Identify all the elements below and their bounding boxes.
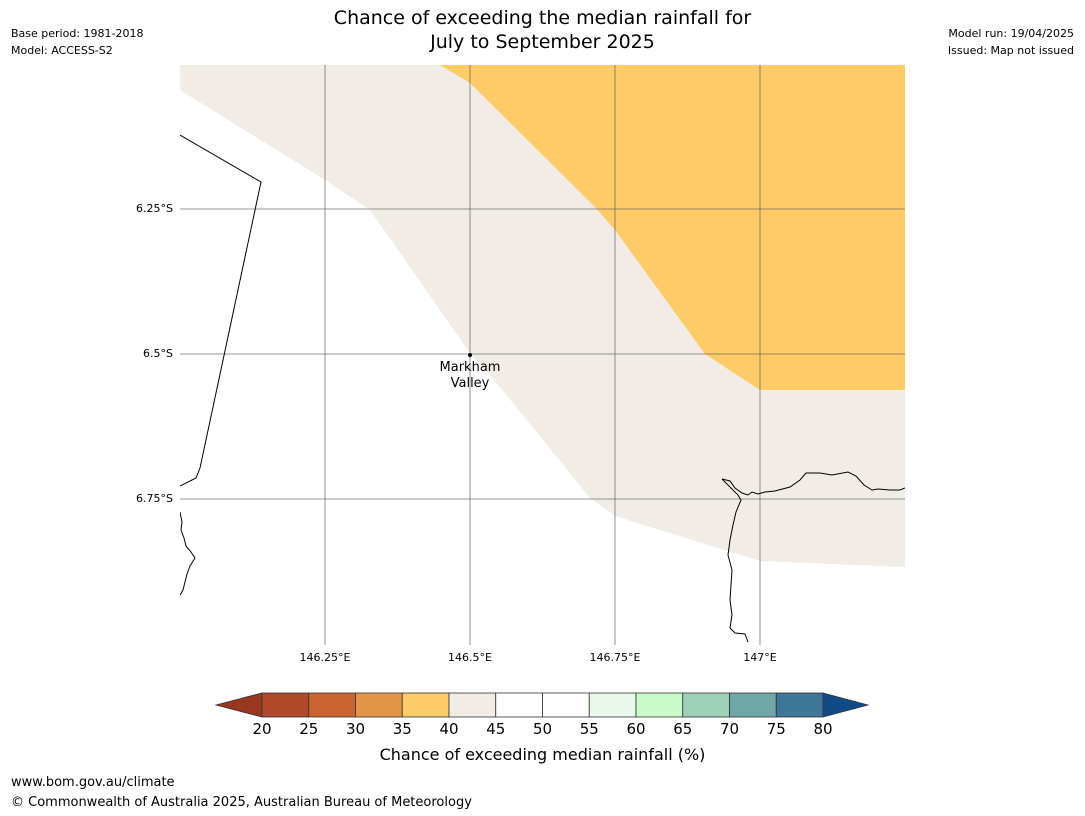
place-name-line-2: Valley: [450, 376, 490, 391]
base-period: Base period: 1981-2018: [11, 27, 144, 40]
footer-url[interactable]: www.bom.gov.au/climate: [11, 775, 175, 790]
colorbar-tick-label: 55: [579, 720, 599, 738]
coastline-west: [180, 511, 196, 596]
region-35-40: [440, 65, 905, 390]
colorbar-cell: [729, 692, 777, 718]
colorbar-tick-label: 65: [673, 720, 693, 738]
title-line-1: Chance of exceeding the median rainfall …: [333, 7, 752, 29]
colorbar-over-arrow: [822, 692, 870, 718]
colorbar-cell: [401, 692, 450, 718]
colorbar-cell: [495, 692, 543, 718]
colorbar-cell: [682, 692, 730, 718]
colorbar-tick-label: 50: [532, 720, 553, 738]
district-boundary: [180, 134, 262, 487]
colorbar-tick-label: 80: [813, 720, 833, 738]
colorbar-cell: [448, 692, 497, 718]
colorbar-cell: [355, 692, 403, 718]
place-label-markham-valley: Markham Valley: [440, 360, 501, 392]
boundary-lines: [180, 134, 905, 643]
colorbar-tick-label: 20: [252, 720, 272, 738]
colorbar-tick-label: 70: [719, 720, 740, 738]
colorbar-tick-label: 30: [345, 720, 366, 738]
colorbar-tick-label: 25: [299, 720, 319, 738]
colorbar-cell: [261, 692, 310, 718]
colorbar-cell: [635, 692, 684, 718]
colorbar-cell: [775, 692, 824, 718]
coastline-east: [721, 471, 905, 496]
colorbar-under-arrow: [214, 692, 263, 718]
issued-status: Issued: Map not issued: [947, 44, 1074, 57]
map-area[interactable]: [180, 65, 905, 645]
map-title: Chance of exceeding the median rainfall …: [0, 6, 1085, 54]
colorbar-tick-label: 75: [766, 720, 786, 738]
river: [721, 478, 749, 643]
meta-right: Model run: 19/04/2025 Issued: Map not is…: [948, 25, 1074, 59]
lat-label-6-75: 6.75°S: [136, 492, 173, 505]
colorbar-cells: [261, 692, 824, 718]
colorbar-tick-label: 35: [392, 720, 412, 738]
colorbar: [214, 692, 870, 718]
colorbar-tick-label: 45: [486, 720, 506, 738]
model-run: Model run: 19/04/2025: [948, 27, 1074, 40]
lon-label-146-75: 146.75°E: [589, 651, 641, 664]
colorbar-cell: [308, 692, 356, 718]
title-line-2: July to September 2025: [430, 31, 655, 53]
lon-label-146-5: 146.5°E: [448, 651, 492, 664]
lat-label-6-25: 6.25°S: [136, 202, 173, 215]
colorbar-tick-label: 40: [439, 720, 459, 738]
markham-valley-marker[interactable]: [468, 353, 472, 357]
place-name-line-1: Markham: [439, 360, 501, 375]
colorbar-label: Chance of exceeding median rainfall (%): [379, 745, 706, 764]
graticule: [180, 65, 905, 645]
colorbar-cell: [542, 692, 590, 718]
colorbar-tick-label: 60: [626, 720, 646, 738]
lon-label-147: 147°E: [743, 651, 777, 664]
model-name: Model: ACCESS-S2: [11, 44, 113, 57]
colorbar-cell: [588, 692, 637, 718]
lon-label-146-25: 146.25°E: [299, 651, 351, 664]
meta-left: Base period: 1981-2018 Model: ACCESS-S2: [11, 25, 143, 59]
footer-copyright: © Commonwealth of Australia 2025, Austra…: [11, 795, 472, 810]
lat-label-6-5: 6.5°S: [143, 347, 173, 360]
